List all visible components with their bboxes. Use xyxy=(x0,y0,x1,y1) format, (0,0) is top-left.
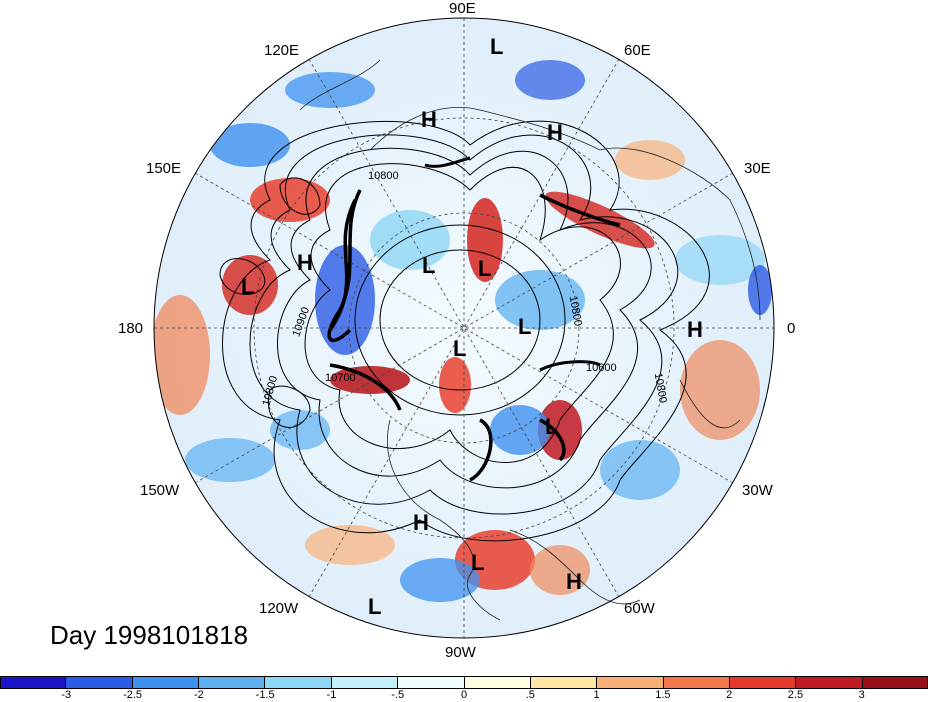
pressure-marker: H xyxy=(547,120,563,145)
pressure-marker: L xyxy=(490,34,504,59)
colorbar-segment xyxy=(199,676,266,688)
pressure-marker: L xyxy=(545,414,559,439)
colorbar-tick-label: 2.5 xyxy=(787,689,804,701)
pressure-marker: L xyxy=(422,253,436,278)
lon-label-60w: 60W xyxy=(624,600,655,617)
colorbar-segment xyxy=(663,676,730,688)
contour-label: 10600 xyxy=(586,362,617,374)
colorbar-segment xyxy=(132,676,200,688)
pressure-marker: L xyxy=(453,336,467,361)
lon-label-150w: 150W xyxy=(140,482,180,499)
lon-label-90w: 90W xyxy=(445,644,476,661)
anomaly-patch xyxy=(185,438,275,482)
anomaly-patch xyxy=(748,265,772,315)
colorbar-tick-label: -3 xyxy=(61,689,72,701)
pressure-marker: L xyxy=(478,256,492,281)
anomaly-patch xyxy=(467,198,503,282)
pressure-marker: H xyxy=(421,107,437,132)
colorbar-tick-label: 2 xyxy=(726,689,733,701)
pressure-marker: H xyxy=(687,317,703,342)
pressure-marker: H xyxy=(297,250,313,275)
colorbar-segment xyxy=(729,676,797,688)
colorbar-tick-label: 3 xyxy=(858,689,865,701)
colorbar-tick-label: 1 xyxy=(593,689,600,701)
anomaly-field xyxy=(154,18,774,638)
lon-label-120w: 120W xyxy=(259,600,299,617)
pressure-marker: L xyxy=(471,550,485,575)
lon-label-120e: 120E xyxy=(264,42,300,59)
lon-label-90e: 90E xyxy=(449,0,476,17)
colorbar-segment xyxy=(796,676,863,688)
lon-label-150e: 150E xyxy=(146,160,182,177)
anomaly-patch xyxy=(490,405,550,455)
colorbar-segment xyxy=(862,676,928,688)
lon-label-0: 0 xyxy=(787,320,796,337)
pressure-marker: H xyxy=(413,510,429,535)
contour-label: 10700 xyxy=(325,372,356,384)
colorbar xyxy=(0,676,928,688)
colorbar-frame xyxy=(0,676,928,689)
colorbar-tick-label: -2 xyxy=(193,689,204,701)
colorbar-segment xyxy=(398,676,465,688)
anomaly-patch xyxy=(250,178,330,222)
colorbar-tick-label: -1 xyxy=(326,689,337,701)
colorbar-tick-label: -1.5 xyxy=(255,689,275,701)
anomaly-patch xyxy=(305,525,395,565)
pressure-marker: L xyxy=(368,594,382,619)
contour-label: 10800 xyxy=(368,170,399,182)
colorbar-segment xyxy=(0,676,67,688)
colorbar-tick-label: -.5 xyxy=(391,689,405,701)
height-contours xyxy=(219,120,710,542)
anomaly-patch xyxy=(675,235,765,285)
lon-label-30w: 30W xyxy=(742,482,773,499)
pressure-marker: L xyxy=(241,274,255,299)
colorbar-segment xyxy=(530,676,598,688)
map-boundary xyxy=(153,17,775,639)
anomaly-patch xyxy=(515,60,585,100)
anomaly-patch xyxy=(600,440,680,500)
day-title: Day 1998101818 xyxy=(50,620,249,650)
anomaly-patch xyxy=(222,255,278,315)
anomaly-patch xyxy=(400,558,480,602)
pressure-marker: L xyxy=(518,314,532,339)
colorbar-segment xyxy=(464,676,531,688)
anomaly-patch xyxy=(210,123,290,167)
anomaly-patch xyxy=(154,295,210,415)
anomaly-patch xyxy=(615,140,685,180)
pressure-marker: H xyxy=(566,569,582,594)
colorbar-tick-label: -2.5 xyxy=(123,689,143,701)
colorbar-segment xyxy=(265,676,332,688)
lon-label-180: 180 xyxy=(118,320,144,337)
anomaly-patch xyxy=(680,340,760,440)
colorbar-segment xyxy=(597,676,664,688)
colorbar-tick-label: .5 xyxy=(525,689,535,701)
lon-label-60e: 60E xyxy=(624,42,651,59)
colorbar-tick-label: 1.5 xyxy=(655,689,671,701)
colorbar-tick-label: 0 xyxy=(460,689,468,701)
lon-label-30e: 30E xyxy=(744,160,771,177)
anomaly-patch xyxy=(270,410,330,450)
anomaly-patch xyxy=(495,270,585,330)
graticule xyxy=(154,18,774,638)
coastlines xyxy=(299,59,761,621)
colorbar-segment xyxy=(331,676,399,688)
anomaly-patch xyxy=(538,400,582,460)
anomaly-patch xyxy=(370,210,450,270)
colorbar-segment xyxy=(66,676,133,688)
anomaly-patch xyxy=(530,545,590,595)
anomaly-patch xyxy=(439,357,471,413)
